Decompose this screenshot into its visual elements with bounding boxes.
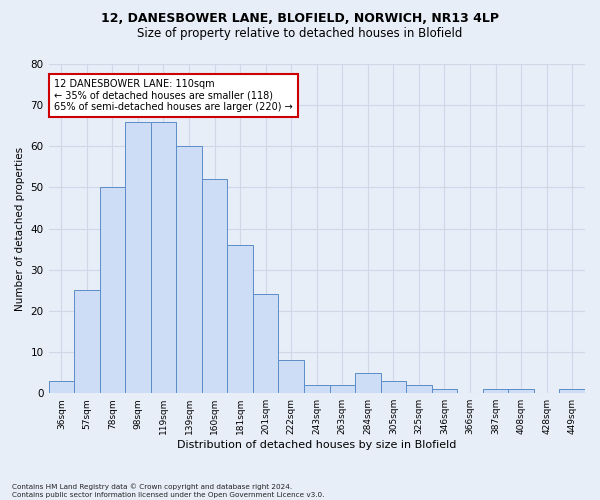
Bar xyxy=(74,290,100,393)
Bar xyxy=(432,389,457,393)
Bar xyxy=(253,294,278,393)
Bar xyxy=(304,385,329,393)
Text: Contains HM Land Registry data © Crown copyright and database right 2024.
Contai: Contains HM Land Registry data © Crown c… xyxy=(12,484,325,498)
Bar xyxy=(329,385,355,393)
Bar xyxy=(125,122,151,393)
Text: 12 DANESBOWER LANE: 110sqm
← 35% of detached houses are smaller (118)
65% of sem: 12 DANESBOWER LANE: 110sqm ← 35% of deta… xyxy=(54,79,293,112)
X-axis label: Distribution of detached houses by size in Blofield: Distribution of detached houses by size … xyxy=(177,440,457,450)
Bar xyxy=(483,389,508,393)
Bar xyxy=(100,188,125,393)
Bar xyxy=(406,385,432,393)
Bar xyxy=(202,179,227,393)
Bar xyxy=(227,245,253,393)
Bar xyxy=(176,146,202,393)
Bar xyxy=(508,389,534,393)
Bar xyxy=(380,381,406,393)
Bar xyxy=(559,389,585,393)
Y-axis label: Number of detached properties: Number of detached properties xyxy=(15,146,25,310)
Text: 12, DANESBOWER LANE, BLOFIELD, NORWICH, NR13 4LP: 12, DANESBOWER LANE, BLOFIELD, NORWICH, … xyxy=(101,12,499,26)
Bar xyxy=(49,381,74,393)
Text: Size of property relative to detached houses in Blofield: Size of property relative to detached ho… xyxy=(137,28,463,40)
Bar xyxy=(151,122,176,393)
Bar xyxy=(355,372,380,393)
Bar xyxy=(278,360,304,393)
